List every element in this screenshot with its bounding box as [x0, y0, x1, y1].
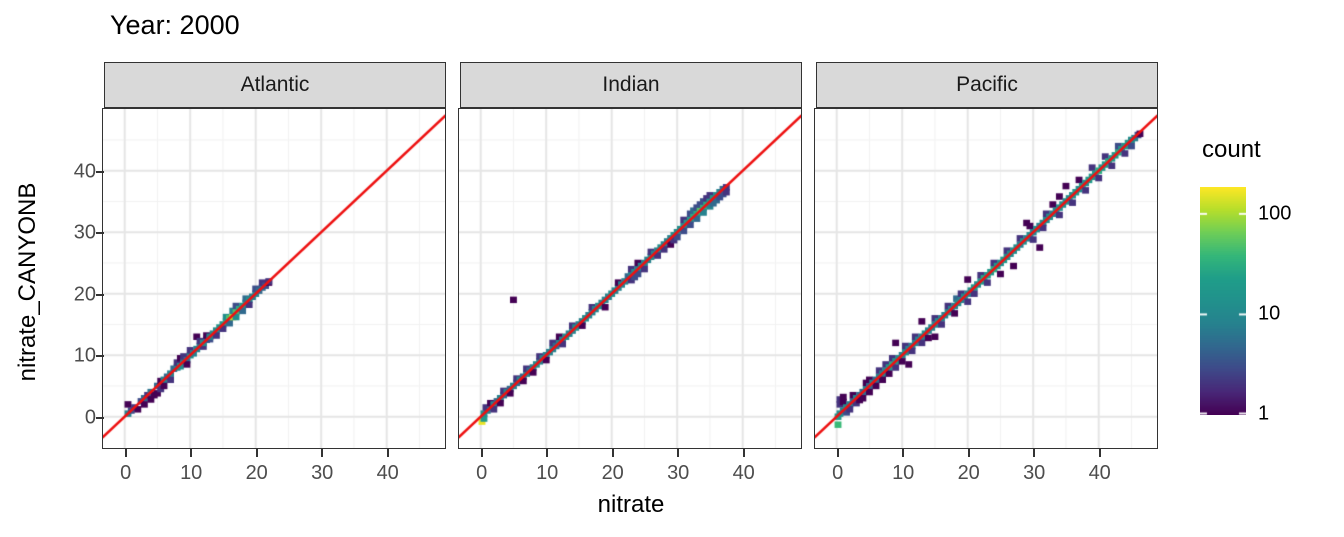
x-tick-mark	[742, 449, 745, 457]
x-tick-label: 30	[1023, 462, 1046, 484]
x-tick-label: 40	[376, 462, 399, 484]
x-tick-mark	[124, 449, 127, 457]
facet-strip-label: Atlantic	[240, 73, 310, 96]
x-tick-label: 40	[1088, 462, 1111, 484]
x-tick-label: 30	[667, 462, 690, 484]
x-tick-mark	[386, 449, 389, 457]
y-tick-mark	[96, 355, 104, 358]
x-tick-mark	[190, 449, 193, 457]
facet-strip-label: Indian	[602, 73, 660, 96]
x-tick-mark	[677, 449, 680, 457]
x-tick-label: 0	[120, 462, 132, 484]
x-tick-mark	[480, 449, 483, 457]
x-axis-title: nitrate	[597, 491, 665, 518]
y-tick-mark	[96, 416, 104, 419]
x-tick-label: 20	[601, 462, 624, 484]
x-tick-mark	[321, 449, 324, 457]
y-tick-label: 0	[84, 406, 96, 429]
x-tick-label: 20	[957, 462, 980, 484]
x-tick-mark	[1033, 449, 1036, 457]
facet-panel-pacific	[814, 108, 1159, 450]
x-tick-label: 10	[180, 462, 203, 484]
legend-colorbar	[1200, 187, 1246, 415]
x-tick-mark	[967, 449, 970, 457]
x-tick-label: 30	[311, 462, 334, 484]
y-axis-title: nitrate_CANYONB	[14, 182, 41, 382]
x-tick-label: 20	[245, 462, 268, 484]
x-tick-mark	[255, 449, 258, 457]
y-tick-label: 20	[73, 283, 96, 306]
facet-strip-indian: Indian	[460, 62, 802, 108]
x-tick-mark	[902, 449, 905, 457]
facet-panel-atlantic	[102, 108, 447, 450]
x-tick-label: 0	[832, 462, 844, 484]
legend-tick-label: 100	[1258, 202, 1292, 225]
x-tick-label: 10	[536, 462, 559, 484]
y-tick-mark	[96, 232, 104, 235]
y-tick-mark	[96, 293, 104, 296]
facet-strip-label: Pacific	[956, 73, 1018, 96]
x-tick-label: 10	[892, 462, 915, 484]
x-tick-label: 0	[476, 462, 488, 484]
plot-title: Year: 2000	[110, 10, 240, 40]
legend-tick-label: 10	[1258, 302, 1281, 325]
y-tick-label: 10	[73, 344, 96, 367]
y-tick-label: 30	[73, 221, 96, 244]
legend-title: count	[1202, 136, 1261, 163]
y-tick-label: 40	[73, 160, 96, 183]
x-tick-mark	[1098, 449, 1101, 457]
x-tick-label: 40	[732, 462, 755, 484]
facet-strip-atlantic: Atlantic	[104, 62, 446, 108]
facet-panel-indian	[458, 108, 803, 450]
x-tick-mark	[836, 449, 839, 457]
legend-tick-label: 1	[1258, 402, 1270, 424]
x-tick-mark	[546, 449, 549, 457]
x-tick-mark	[611, 449, 614, 457]
facet-strip-pacific: Pacific	[816, 62, 1158, 108]
y-tick-mark	[96, 170, 104, 173]
